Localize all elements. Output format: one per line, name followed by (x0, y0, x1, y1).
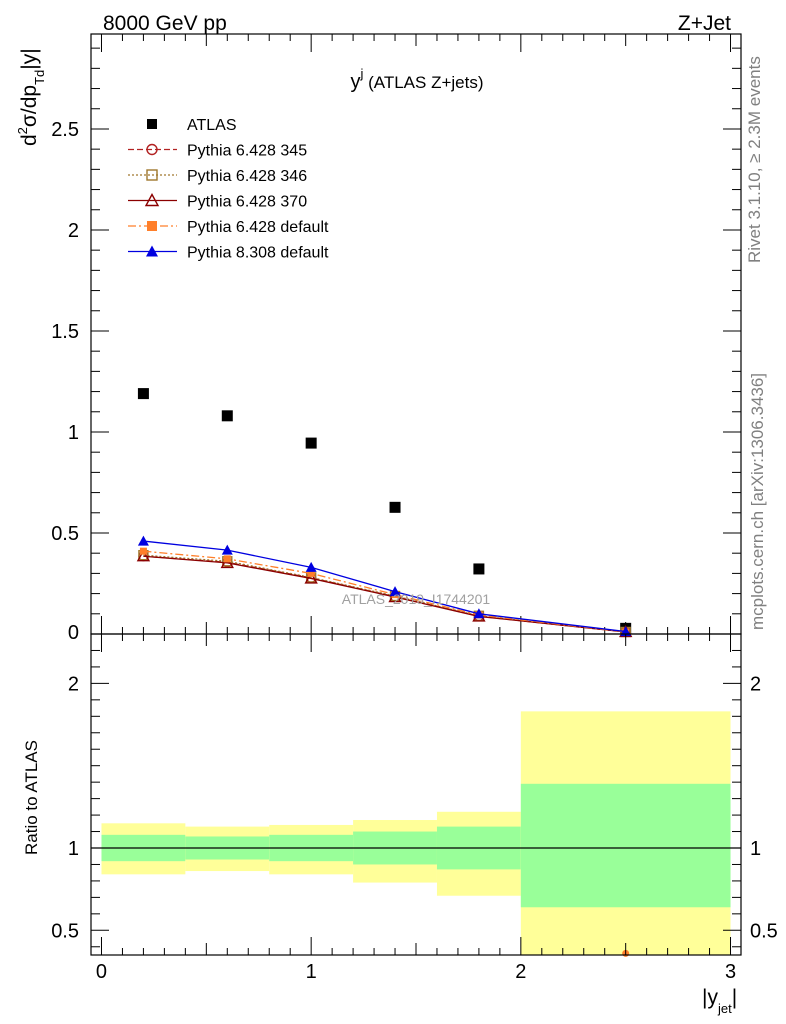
xlabel-end: | (732, 986, 737, 1009)
point-p8def-0 (137, 535, 149, 546)
point-atlas-0 (137, 388, 149, 400)
point-p8def-2 (305, 561, 317, 572)
legend-marker-p346 (146, 169, 158, 181)
ratio-y-tick-label-left-2: 2 (68, 673, 79, 695)
legend-marker-p8def (146, 245, 158, 257)
ratio-y-tick-label-right-1: 1 (750, 838, 761, 860)
main-title-sup: j (359, 66, 363, 81)
y-axis-label: d2σ/dpTd|y| (15, 48, 47, 146)
point-p370-0 (136, 549, 151, 562)
series-p8def (137, 535, 632, 637)
ylabel-sigma: σ/dp (18, 85, 41, 127)
legend-entry-p8def: Pythia 8.308 default (128, 245, 329, 262)
legend-entry-p370: Pythia 6.428 370 (128, 193, 307, 211)
legend-label-p345: Pythia 6.428 345 (187, 143, 307, 160)
xlabel-sub: jet (717, 1001, 732, 1016)
point-p370-2 (304, 571, 318, 584)
x-tick-label-2: 2 (515, 961, 526, 983)
legend-label-atlas: ATLAS (187, 117, 237, 134)
series-line-p6def (143, 550, 626, 633)
watermark: ATLAS_2019_I1744201 (342, 591, 491, 607)
point-p8def-1 (221, 544, 233, 555)
legend-entry-p345: Pythia 6.428 345 (128, 143, 307, 160)
main-y-tick-label-3: 2 (68, 220, 79, 242)
ratio-y-tick-label-right-0: 0.5 (750, 920, 778, 942)
main-y-tick-label-1: 1 (68, 422, 79, 444)
ratio-y-tick-label-left-0: 0.5 (51, 920, 79, 942)
point-atlas-3 (389, 501, 401, 513)
x-tick-label-1: 1 (306, 961, 317, 983)
rivet-version-label: Rivet 3.1.10, ≥ 2.3M events (745, 56, 764, 263)
legend: ATLAS Pythia 6.428 345 Pythia 6.428 346 Pyt… (128, 117, 329, 262)
mcplots-label: mcplots.cern.ch [arXiv:1306.3436] (748, 373, 767, 630)
legend-label-p346: Pythia 6.428 346 (187, 168, 307, 185)
xlabel-main: |y (702, 986, 718, 1009)
header-channel: Z+Jet (678, 12, 731, 35)
point-p8def-4 (473, 608, 485, 619)
main-y-tick-label-2: 1.5 (51, 321, 79, 343)
ratio-y-tick-label-left-1: 1 (68, 838, 79, 860)
main-title-rest: (ATLAS Z+jets) (363, 73, 483, 92)
main-title: yj (ATLAS Z+jets) (350, 66, 483, 93)
legend-label-p8def: Pythia 8.308 default (187, 245, 329, 262)
point-p6def-0 (139, 547, 147, 555)
point-p6def-2 (307, 569, 315, 577)
ylabel-sup: 2 (15, 127, 30, 134)
ylabel-rest: |y| (18, 48, 41, 69)
ylabel-sub: Td (32, 70, 47, 85)
point-atlas-2 (305, 437, 317, 449)
ratio-y-tick-label-right-2: 2 (750, 673, 761, 695)
ylabel-d: d (18, 134, 41, 146)
series-line-p8def (143, 540, 626, 633)
point-atlas-4 (473, 563, 485, 575)
legend-marker-p345 (146, 143, 158, 156)
x-tick-label-0: 0 (96, 961, 107, 983)
main-y-tick-label-zero: 0 (68, 622, 79, 644)
main-y-tick-label-4: 2.5 (51, 119, 79, 141)
series-line-p370 (143, 555, 626, 633)
main-title-var: y (350, 71, 360, 93)
legend-marker-p6def (147, 221, 157, 231)
header-process: 8000 GeV pp (103, 12, 227, 35)
legend-entry-atlas: ATLAS (147, 117, 237, 134)
legend-label-p6def: Pythia 6.428 default (187, 219, 329, 236)
legend-entry-p346: Pythia 6.428 346 (128, 168, 307, 185)
legend-entry-p6def: Pythia 6.428 default (128, 219, 329, 236)
legend-marker-atlas (147, 119, 157, 129)
legend-label-p370: Pythia 6.428 370 (187, 194, 307, 211)
ratio-y-axis-label: Ratio to ATLAS (22, 740, 41, 855)
point-p8def-3 (389, 586, 401, 597)
point-p6def-1 (223, 555, 231, 563)
series-line-p346 (143, 554, 626, 633)
point-p370-1 (220, 555, 234, 569)
legend-marker-p370 (144, 193, 160, 207)
x-axis-label: |yjet| (702, 986, 737, 1016)
band-inner-5 (520, 783, 731, 908)
point-atlas-1 (221, 410, 233, 422)
main-y-tick-label-0: 0.5 (51, 523, 79, 545)
x-tick-label-3: 3 (725, 961, 736, 983)
ratio-panel: 0.5 0.5 1 1 2 2 0 1 2 3 (51, 633, 778, 983)
